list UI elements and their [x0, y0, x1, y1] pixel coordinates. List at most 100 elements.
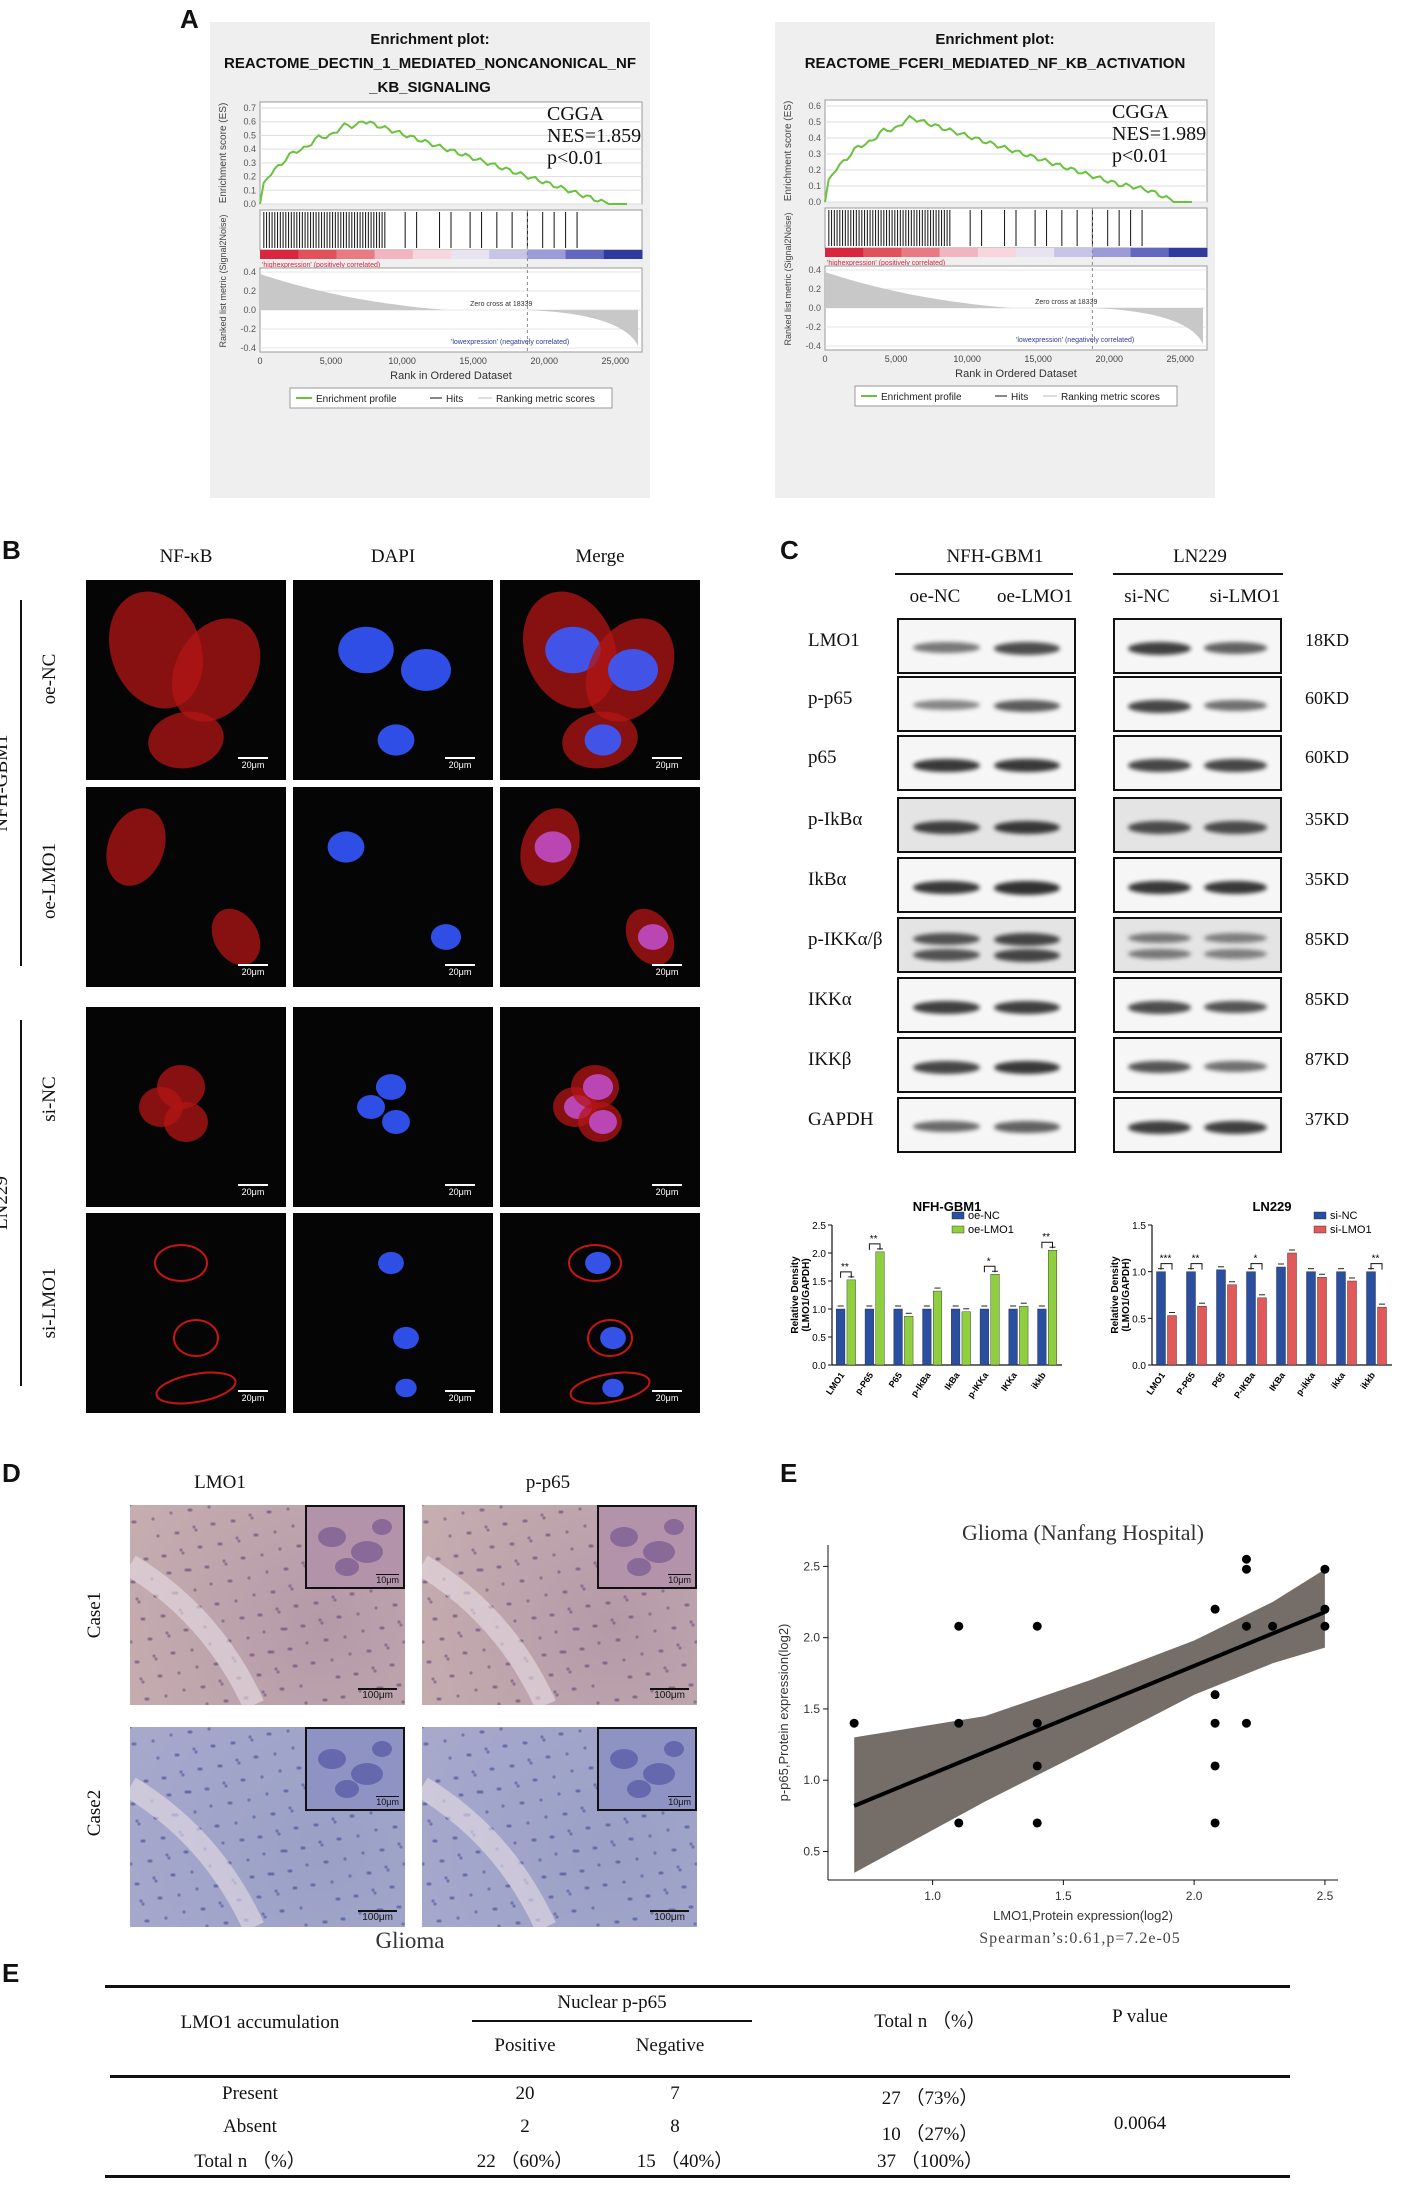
blot-band [1204, 881, 1267, 895]
es-tick-label: 0.6 [243, 117, 256, 127]
ihc-nucleus-dot [318, 1840, 322, 1844]
x-tick-label: 1.5 [1055, 1889, 1072, 1903]
es-tick-label: 0.5 [808, 117, 821, 127]
blot-box [1113, 917, 1282, 973]
ihc-nucleus-dot [355, 1894, 359, 1898]
blot-band [1204, 642, 1267, 654]
significance-marker: * [1254, 1254, 1258, 1265]
scatter-point [1241, 1621, 1251, 1631]
cell-outline [587, 1319, 633, 1357]
ihc-nucleus-dot [268, 1510, 272, 1514]
ihc-nucleus-dot [289, 1869, 293, 1873]
y-axis-label: Relative Density [1110, 1256, 1121, 1334]
blot-band [913, 949, 980, 962]
gsea-nes-label: NES=1.859 [547, 125, 641, 147]
gsea-title-line1: Enrichment plot: [370, 31, 490, 48]
gsea-inner: 0.6 0.5 0.4 0.3 0.2 0.1 0.0 Enrichment score (E… [783, 99, 1208, 407]
x-tick-label: 20,000 [1095, 354, 1123, 364]
th-lmo1-accumulation: LMO1 accumulation [180, 2012, 340, 2033]
ihc-inset-cell [627, 1558, 651, 1576]
x-tick-label: p-ikka [1294, 1370, 1318, 1398]
td-total-present: 27 （73%） [881, 2088, 979, 2109]
es-tick-label: 0.4 [243, 144, 256, 154]
scatter-point [954, 1718, 964, 1728]
bar-oe-LMO1 [990, 1274, 1000, 1366]
legend-box [854, 385, 1178, 407]
ihc-nucleus-dot [234, 1599, 238, 1603]
y-tick-label: 1.0 [1132, 1268, 1146, 1279]
ihc-nucleus-dot [594, 1846, 598, 1850]
ihc-nucleus-dot [397, 1842, 401, 1846]
bar-si-NC [1366, 1271, 1376, 1366]
rank-axis-label: Ranked list metric (Signal2Noise) [218, 214, 228, 347]
ihc-inset-cell [610, 1749, 638, 1769]
blot-band [913, 642, 980, 653]
regression-line [853, 1610, 1326, 1808]
ihc-nucleus-dot [229, 1579, 233, 1583]
y-tick-label: 0.5 [1132, 1314, 1146, 1325]
ihc-nucleus-dot [437, 1557, 441, 1561]
bar-si-NC [1186, 1271, 1196, 1366]
ihc-nucleus-dot [425, 1520, 429, 1524]
ihc-nucleus-dot [494, 1907, 498, 1911]
th-positive: Positive [494, 2035, 556, 2056]
blot-band [1204, 1121, 1267, 1135]
ihc-nucleus-dot [583, 1746, 587, 1750]
ihc-nucleus-dot [610, 1840, 614, 1844]
ihc-nucleus-dot [260, 1775, 264, 1779]
ihc-nucleus-dot [533, 1616, 537, 1620]
ihc-nucleus-dot [543, 1875, 547, 1879]
scale-bar-line [652, 757, 682, 759]
heat-segment [1130, 248, 1170, 257]
heat-segment [489, 250, 528, 259]
es-tick-label: 0.0 [243, 199, 256, 209]
ihc-nucleus-dot [665, 1669, 669, 1673]
ihc-nucleus-dot [162, 1836, 166, 1840]
blot-band [1204, 821, 1267, 834]
ihc-nucleus-dot [508, 1824, 512, 1828]
es-tick-label: 0.7 [243, 103, 256, 113]
ihc-nucleus-dot [444, 1876, 448, 1880]
blot-label-8: GAPDH [808, 1109, 874, 1130]
ihc-nucleus-dot [581, 1647, 585, 1651]
ihc-inset-cell [664, 1519, 684, 1535]
ihc-nucleus-dot [333, 1598, 337, 1602]
scatter-point [954, 1818, 964, 1828]
ihc-nucleus-dot [215, 1662, 219, 1666]
ihc-nucleus-dot [247, 1576, 251, 1580]
ihc-nucleus-dot [369, 1811, 373, 1815]
ihc-nucleus-dot [194, 1750, 198, 1754]
ihc-nucleus-dot [288, 1806, 292, 1810]
ihc-nucleus-dot [248, 1735, 252, 1739]
ihc-nucleus-dot [242, 1556, 246, 1560]
blot-band [1204, 933, 1267, 944]
blot-band [1128, 821, 1191, 834]
nucleus [357, 1095, 385, 1119]
ihc-nucleus-dot [438, 1697, 442, 1701]
blot-band [993, 821, 1060, 835]
th-total: Total n （%） [874, 2011, 986, 2032]
ihc-nucleus-dot [252, 1815, 256, 1819]
ihc-nucleus-dot [285, 1567, 289, 1571]
significance-marker: ** [1042, 1232, 1050, 1243]
gsea-plot-svg: 0.7 0.6 0.5 0.4 0.3 0.2 0.1 0.0 Enrichment score… [218, 101, 643, 409]
ihc-nucleus-dot [176, 1531, 180, 1535]
blot-band [993, 700, 1060, 712]
ihc-nucleus-dot [222, 1781, 226, 1785]
ihc-nucleus-dot [446, 1879, 450, 1883]
nucleus [382, 1110, 410, 1134]
ihc-nucleus-dot [443, 1739, 447, 1743]
x-tick-label: 20,000 [530, 356, 558, 366]
ihc-nucleus-dot [168, 1571, 172, 1575]
ihc-nucleus-dot [451, 1674, 455, 1678]
ihc-nucleus-dot [653, 1851, 657, 1855]
ihc-nucleus-dot [690, 1905, 694, 1909]
scale-bar: 20μm [652, 1184, 682, 1197]
ihc-nucleus-dot [154, 1879, 158, 1883]
ihc-nucleus-dot [192, 1747, 196, 1751]
ihc-nucleus-dot [610, 1618, 614, 1622]
heat-segment [863, 248, 902, 257]
ihc-nucleus-dot [250, 1516, 254, 1520]
panel-letter-d: D [2, 1458, 21, 1488]
bar-si-LMO1 [1347, 1280, 1357, 1366]
